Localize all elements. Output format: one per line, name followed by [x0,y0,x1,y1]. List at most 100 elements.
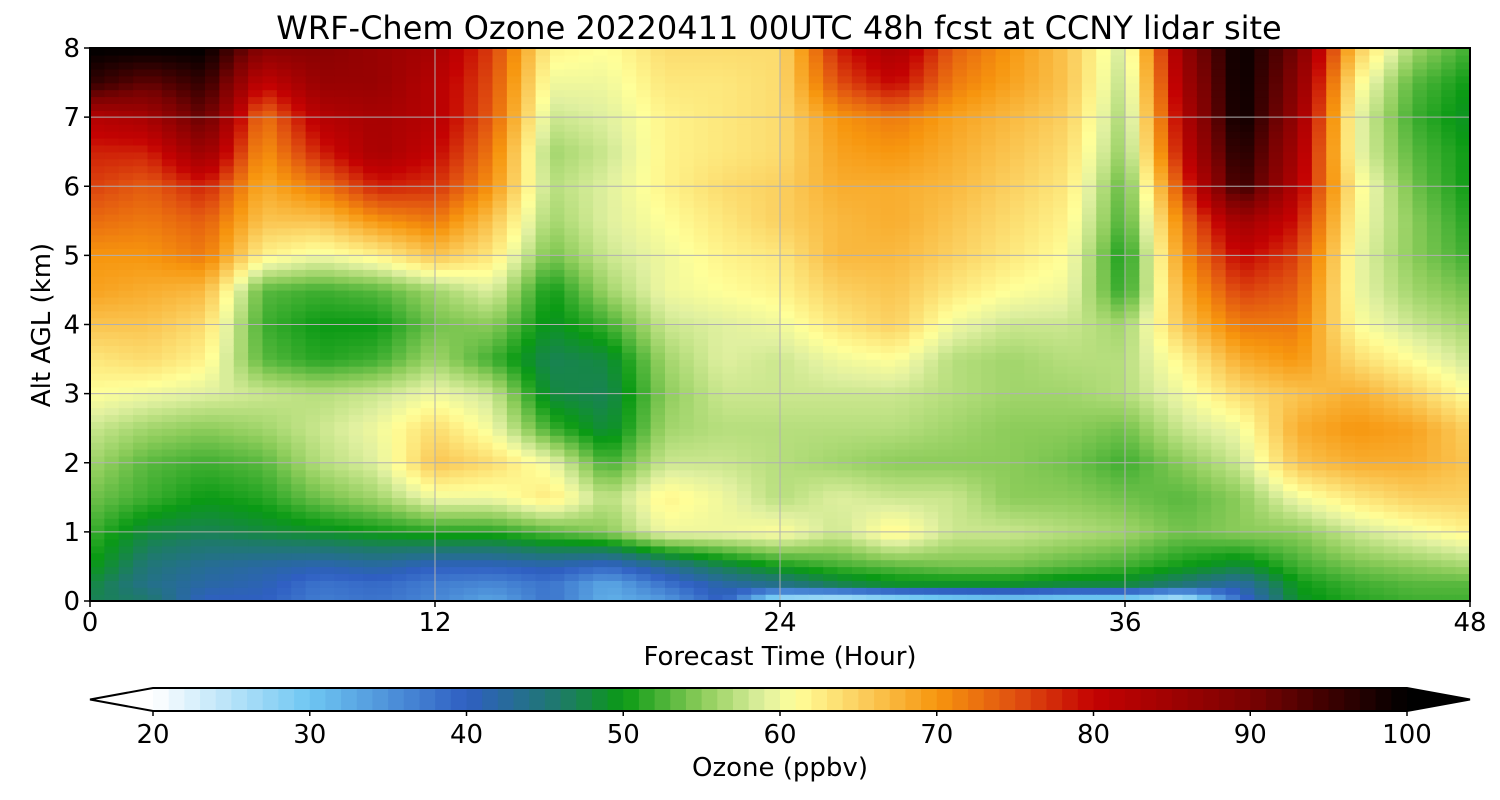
heatmap-cell [406,594,422,601]
heatmap-cell [593,144,609,153]
heatmap-cell [334,82,350,91]
heatmap-cell [276,428,292,436]
heatmap-cell [118,393,134,402]
heatmap-cell [607,255,623,263]
heatmap-cell [938,504,954,512]
heatmap-cell [435,393,451,402]
heatmap-cell [406,324,422,333]
heatmap-cell [708,462,724,471]
heatmap-cell [190,200,206,208]
heatmap-cell [650,193,666,201]
heatmap-cell [550,407,566,416]
heatmap-cell [334,276,350,284]
heatmap-cell [780,186,796,194]
heatmap-cell [320,255,336,263]
heatmap-cell [449,393,465,402]
heatmap-cell [90,462,106,471]
heatmap-cell [621,524,637,533]
heatmap-cell [938,193,954,201]
heatmap-cell [521,518,537,526]
heatmap-cell [923,110,939,118]
heatmap-cell [909,400,925,409]
heatmap-cell [463,407,479,416]
heatmap-cell [794,165,810,174]
heatmap-cell [693,352,709,360]
heatmap-cell [248,518,264,526]
heatmap-cell [133,283,149,291]
heatmap-cell [391,573,407,581]
heatmap-cell [708,587,724,595]
heatmap-cell [679,262,695,270]
heatmap-cell [291,151,307,160]
heatmap-cell [665,193,681,201]
heatmap-cell [262,566,278,575]
heatmap-cell [262,130,278,139]
heatmap-cell [794,400,810,409]
heatmap-cell [722,365,738,374]
heatmap-cell [823,151,839,160]
heatmap-cell [866,68,882,77]
heatmap-cell [952,262,968,270]
heatmap-cell [320,483,336,492]
heatmap-cell [952,200,968,208]
heatmap-cell [808,400,824,409]
heatmap-cell [406,103,422,111]
heatmap-cell [607,48,623,56]
heatmap-cell [449,262,465,270]
heatmap-cell [406,158,422,167]
heatmap-cell [248,386,264,395]
heatmap-cell [521,206,537,215]
heatmap-cell [320,172,336,181]
heatmap-cell [219,538,235,547]
heatmap-cell [205,414,221,422]
heatmap-cell [708,103,724,111]
heatmap-cell [161,303,177,312]
heatmap-cell [665,165,681,174]
heatmap-cell [320,518,336,526]
heatmap-cell [420,462,436,471]
heatmap-cell [751,338,767,346]
heatmap-cell [205,289,221,298]
heatmap-cell [952,227,968,236]
heatmap-cell [535,490,551,499]
heatmap-cell [90,289,106,298]
heatmap-cell [981,414,997,422]
heatmap-cell [449,289,465,298]
heatmap-cell [966,594,982,601]
heatmap-cell [636,386,652,395]
heatmap-cell [593,490,609,499]
heatmap-cell [938,324,954,333]
heatmap-cell [190,117,206,125]
heatmap-cell [176,435,192,443]
heatmap-cell [133,483,149,492]
heatmap-cell [593,186,609,194]
heatmap-cell [909,552,925,561]
heatmap-cell [492,407,508,416]
heatmap-cell [478,580,494,588]
heatmap-cell [449,172,465,181]
heatmap-cell [550,566,566,575]
heatmap-cell [794,511,810,519]
heatmap-cell [233,345,249,353]
heatmap-cell [880,241,896,250]
heatmap-cell [650,186,666,194]
heatmap-cell [909,213,925,222]
heatmap-cell [621,545,637,554]
heatmap-cell [147,75,163,84]
heatmap-cell [823,68,839,77]
heatmap-cell [219,504,235,512]
heatmap-cell [320,296,336,305]
heatmap-cell [708,414,724,422]
heatmap-cell [406,365,422,374]
heatmap-cell [895,545,911,554]
heatmap-cell [478,483,494,492]
heatmap-cell [118,96,134,104]
heatmap-cell [679,227,695,236]
heatmap-cell [679,130,695,139]
heatmap-cell [564,130,580,139]
heatmap-cell [550,352,566,360]
heatmap-cell [736,497,752,505]
heatmap-cell [909,234,925,243]
heatmap-cell [837,483,853,492]
heatmap-cell [851,538,867,547]
